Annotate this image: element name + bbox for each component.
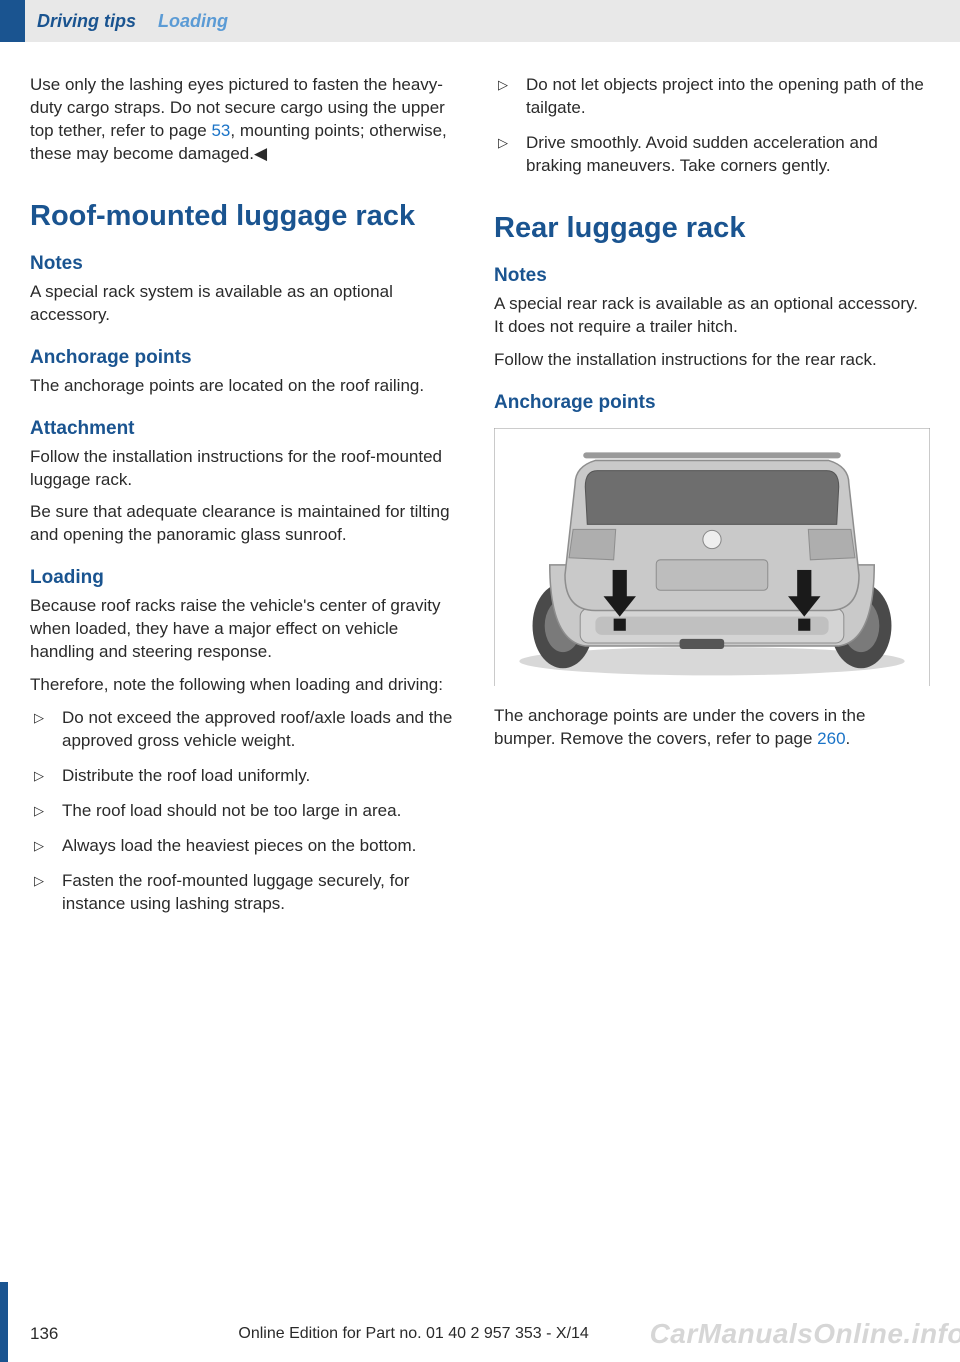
subheading-notes: Notes [30,253,466,275]
list-item-text: Always load the heaviest pieces on the b… [62,835,466,858]
list-item: ▷ Distribute the roof load uniformly. [30,765,466,788]
notes-right-p2: Follow the installation instructions for… [494,349,930,372]
vehicle-rear-figure [494,428,930,687]
bullet-icon: ▷ [34,707,48,753]
page-ref-260[interactable]: 260 [817,729,845,748]
anchorage-right-p: The anchorage points are under the cover… [494,705,930,751]
subheading-loading: Loading [30,567,466,589]
list-item-text: Do not let objects project into the open… [526,74,930,120]
subheading-attachment: Attachment [30,418,466,440]
left-column: Use only the lashing eyes pictured to fa… [30,74,466,928]
bullet-icon: ▷ [34,835,48,858]
list-item-text: Distribute the roof load uniformly. [62,765,466,788]
list-item-text: Drive smoothly. Avoid sudden acceleratio… [526,132,930,178]
bullet-icon: ▷ [34,870,48,916]
anch-text-b: . [846,729,851,748]
breadcrumb-page: Loading [158,11,228,32]
watermark: CarManualsOnline.info [650,1318,960,1350]
attachment-p1: Follow the installation instructions for… [30,446,466,492]
heading-roof-rack: Roof-mounted luggage rack [30,200,466,233]
edition-info: Online Edition for Part no. 01 40 2 957 … [238,1325,588,1343]
page-number: 136 [30,1324,58,1344]
list-item-text: Fasten the roof-mounted luggage se­curel… [62,870,466,916]
list-item-text: Do not exceed the approved roof/axle loa… [62,707,466,753]
list-item: ▷ Do not let objects project into the ope… [494,74,930,120]
subheading-notes-right: Notes [494,265,930,287]
list-item-text: The roof load should not be too large in… [62,800,466,823]
notes-paragraph: A special rack system is available as an… [30,281,466,327]
subheading-anchorage-right: Anchorage points [494,392,930,414]
attachment-p2: Be sure that adequate clearance is maint… [30,501,466,547]
breadcrumb-section: Driving tips [37,11,136,32]
list-item: ▷ Drive smoothly. Avoid sudden accelerati… [494,132,930,178]
list-item: ▷ Do not exceed the approved roof/axle lo… [30,707,466,753]
left-accent-stripe [0,1282,8,1362]
content-area: Use only the lashing eyes pictured to fa… [0,42,960,928]
bullet-icon: ▷ [498,132,512,178]
list-item: ▷ The roof load should not be too large i… [30,800,466,823]
page-header: Driving tips Loading [0,0,960,42]
bullet-icon: ▷ [34,800,48,823]
bullet-icon: ▷ [498,74,512,120]
loading-p1: Because roof racks raise the vehicle's c… [30,595,466,664]
loading-p2: Therefore, note the following when loadi… [30,674,466,697]
notes-right-p1: A special rear rack is available as an o… [494,293,930,339]
subheading-anchorage: Anchorage points [30,347,466,369]
header-accent-block [0,0,25,42]
right-column: ▷ Do not let objects project into the ope… [494,74,930,928]
loading-bullet-list: ▷ Do not exceed the approved roof/axle lo… [30,707,466,916]
top-bullet-list: ▷ Do not let objects project into the ope… [494,74,930,178]
breadcrumb: Driving tips Loading [25,0,960,42]
heading-rear-rack: Rear luggage rack [494,212,930,245]
page-ref-53[interactable]: 53 [211,121,230,140]
intro-paragraph: Use only the lashing eyes pictured to fa… [30,74,466,166]
list-item: ▷ Always load the heaviest pieces on the … [30,835,466,858]
bullet-icon: ▷ [34,765,48,788]
list-item: ▷ Fasten the roof-mounted luggage se­cure… [30,870,466,916]
anch-text-a: The anchorage points are under the cover… [494,706,865,748]
anchorage-paragraph: The anchorage points are located on the … [30,375,466,398]
